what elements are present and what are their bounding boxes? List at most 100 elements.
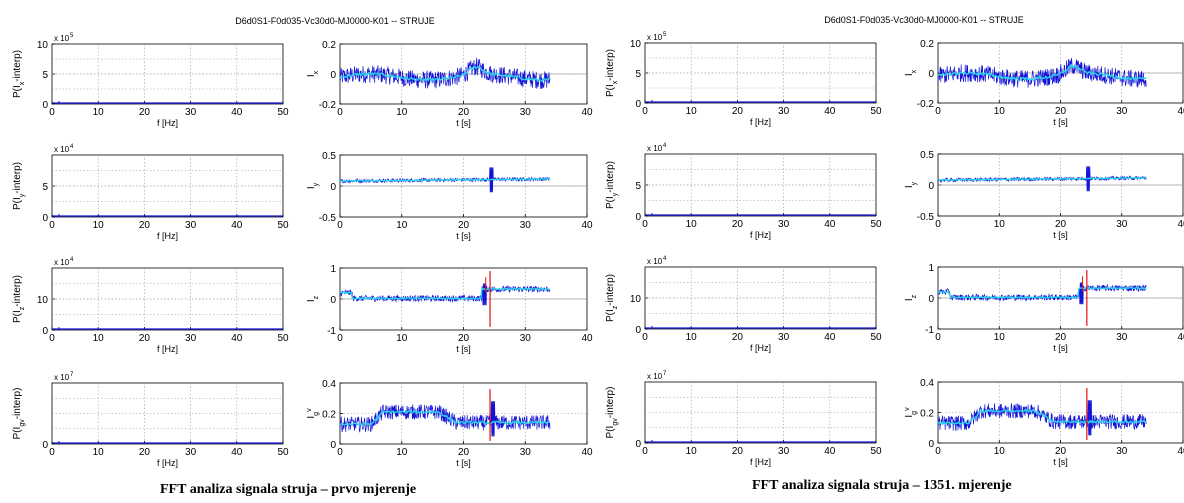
x-tick-label: 40 <box>824 106 836 117</box>
figure-1: D6d0S1-F0d035-Vc30d0-MJ0000-K01 -- STRUJ… <box>12 16 593 468</box>
x-tick-label: 30 <box>778 106 790 117</box>
figure-title: D6d0S1-F0d035-Vc30d0-MJ0000-K01 -- STRUJ… <box>235 16 435 26</box>
x-tick-label: 50 <box>870 219 882 230</box>
x-axis-label: f [Hz] <box>157 344 178 354</box>
x-axis-label: t [s] <box>456 458 471 468</box>
signal-line <box>339 401 551 437</box>
x-tick-label: 10 <box>93 333 105 344</box>
y-axis-label: Iy <box>904 181 918 188</box>
y-tick-label: 0 <box>42 100 48 111</box>
panel-time-gv: 0 10 20 30 40 0 0.2 0.4 t [s] Igv <box>306 379 593 468</box>
x-tick-label: 20 <box>139 220 151 231</box>
x-tick-label: 30 <box>1116 446 1128 457</box>
x-tick-label: 20 <box>458 220 470 231</box>
panel-fft-z: 0 10 20 30 40 50 0 10 f [Hz] P(Iz-interp) x 10 4 <box>12 257 289 354</box>
filtered-signal-line <box>937 63 1147 83</box>
y-axis-label: P(Igv-interp) <box>605 387 619 439</box>
filtered-signal-line <box>339 65 551 84</box>
y-tick-label: 10 <box>37 40 49 51</box>
x-tick-label: 20 <box>139 107 151 118</box>
x-tick-label: 0 <box>49 107 55 118</box>
x-axis-label: f [Hz] <box>750 343 771 353</box>
x-tick-label: 10 <box>396 220 408 231</box>
x-axis-label: t [s] <box>456 118 471 128</box>
x-tick-label: 0 <box>49 333 55 344</box>
x-tick-label: 0 <box>337 220 343 231</box>
x-tick-label: 10 <box>994 332 1006 343</box>
y-axis-label: P(Ix-interp) <box>12 50 26 98</box>
x-tick-label: 30 <box>185 447 197 458</box>
signal-line <box>937 400 1147 436</box>
x-tick-label: 50 <box>870 106 882 117</box>
y-tick-label: -1 <box>327 326 336 337</box>
x-tick-label: 20 <box>458 333 470 344</box>
x-tick-label: 10 <box>93 447 105 458</box>
y-axis-label: P(Ix-interp) <box>605 49 619 97</box>
y-tick-label: 10 <box>630 294 642 305</box>
x-tick-label: 0 <box>337 447 343 458</box>
x-tick-label: 0 <box>642 106 648 117</box>
x-axis-label: t [s] <box>1053 457 1068 467</box>
y-tick-label: 0 <box>635 439 641 450</box>
y-tick-label: 0 <box>928 294 934 305</box>
exponent-label: x 10 <box>647 372 663 381</box>
exponent-value: 4 <box>663 143 667 149</box>
panel-fft-gv: 0 10 20 30 40 50 0 f [Hz] P(Igv-interp) x 10 7 <box>605 371 882 467</box>
x-tick-label: 30 <box>520 220 532 231</box>
filtered-signal-line <box>339 287 551 301</box>
x-tick-label: 10 <box>994 219 1006 230</box>
figure-2: D6d0S1-F0d035-Vc30d0-MJ0000-K01 -- STRUJ… <box>605 15 1184 467</box>
y-tick-label: 5 <box>42 182 48 193</box>
panel-fft-y: 0 10 20 30 40 50 0 5 f [Hz] P(Iy-interp) x 10 4 <box>605 143 882 240</box>
exponent-label: x 10 <box>54 145 70 154</box>
y-tick-label: 0 <box>928 69 934 80</box>
x-tick-label: 0 <box>935 106 941 117</box>
x-tick-label: 10 <box>994 446 1006 457</box>
x-tick-label: 40 <box>824 332 836 343</box>
y-axis-label: P(Iy-interp) <box>12 162 26 210</box>
x-tick-label: 40 <box>824 219 836 230</box>
x-tick-label: 40 <box>824 446 836 457</box>
y-tick-label: 0 <box>330 295 336 306</box>
x-tick-label: 40 <box>1177 332 1184 343</box>
y-tick-label: 0.5 <box>322 151 336 162</box>
x-tick-label: 20 <box>139 333 151 344</box>
figure-title: D6d0S1-F0d035-Vc30d0-MJ0000-K01 -- STRUJ… <box>824 15 1024 25</box>
x-tick-label: 40 <box>231 333 243 344</box>
x-tick-label: 50 <box>277 447 289 458</box>
x-tick-label: 30 <box>1116 106 1128 117</box>
x-tick-label: 10 <box>686 219 698 230</box>
y-tick-label: 5 <box>42 70 48 81</box>
y-axis-label: Igv <box>904 407 918 418</box>
x-tick-label: 20 <box>1055 106 1067 117</box>
y-axis-label: P(Igv-interp) <box>12 388 26 440</box>
y-tick-label: 0 <box>635 99 641 110</box>
x-tick-label: 10 <box>396 107 408 118</box>
x-tick-label: 30 <box>778 219 790 230</box>
y-tick-label: 0 <box>330 440 336 451</box>
y-axis-label: Iz <box>306 295 320 302</box>
x-tick-label: 30 <box>185 220 197 231</box>
y-axis-label: Ix <box>306 70 320 77</box>
y-tick-label: 5 <box>635 181 641 192</box>
y-tick-label: 0.2 <box>920 39 934 50</box>
x-tick-label: 10 <box>396 447 408 458</box>
x-tick-label: 40 <box>581 447 593 458</box>
y-tick-label: 0.4 <box>322 379 336 390</box>
exponent-value: 4 <box>70 144 74 150</box>
x-axis-label: t [s] <box>1053 117 1068 127</box>
y-tick-label: 0.2 <box>322 410 336 421</box>
x-tick-label: 0 <box>642 446 648 457</box>
x-tick-label: 10 <box>396 333 408 344</box>
x-tick-label: 40 <box>581 107 593 118</box>
x-tick-label: 50 <box>277 333 289 344</box>
exponent-value: 4 <box>663 256 667 262</box>
x-tick-label: 20 <box>458 107 470 118</box>
exponent-value: 5 <box>663 32 667 38</box>
x-tick-label: 30 <box>185 107 197 118</box>
x-tick-label: 20 <box>139 447 151 458</box>
x-tick-label: 10 <box>93 220 105 231</box>
